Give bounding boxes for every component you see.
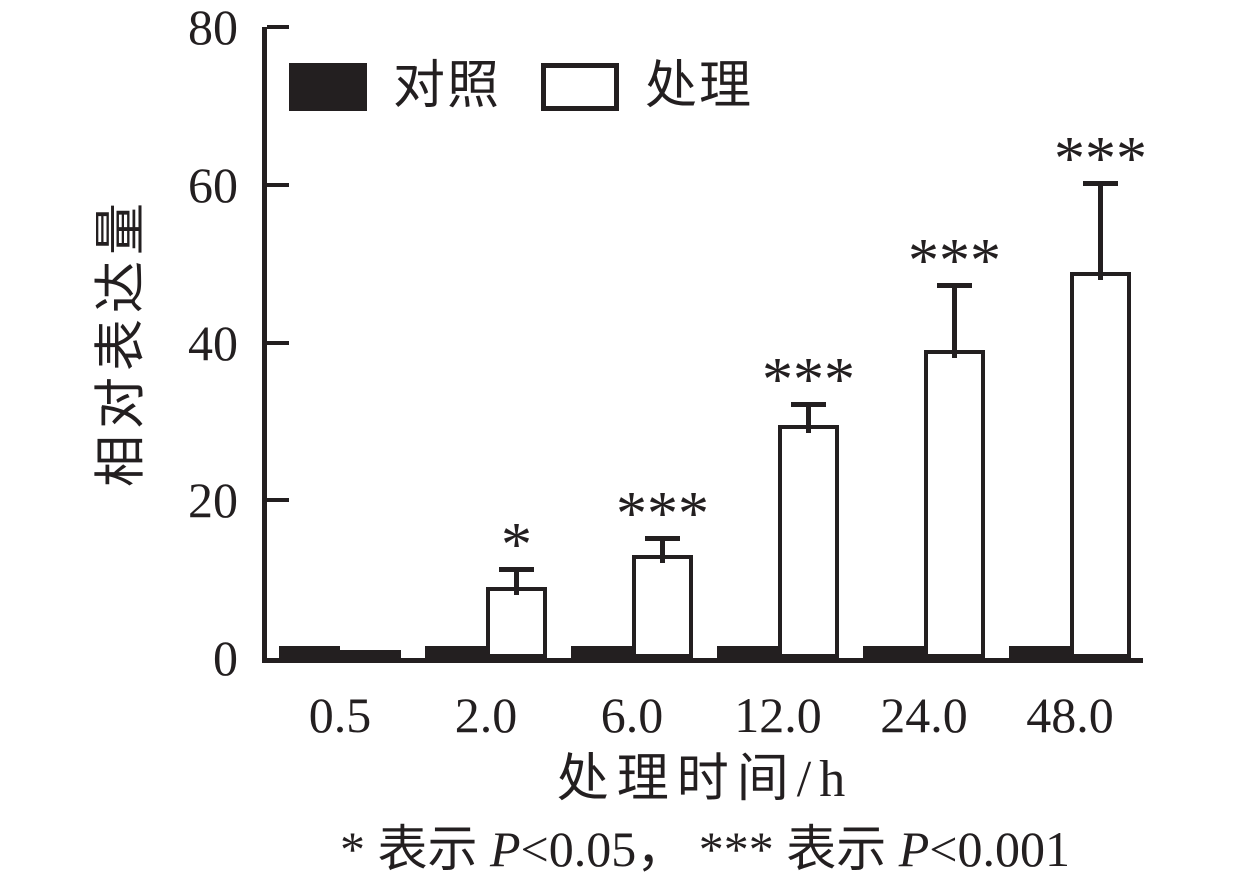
bar-pair-24.0: *** [863, 230, 1001, 658]
x-tick-label-24.0: 24.0 [880, 687, 968, 743]
bar-groups: * *** *** *** *** [267, 27, 1147, 658]
bar-treatment-column-6.0: *** [616, 483, 709, 658]
bar-treatment-12.0 [778, 425, 839, 658]
x-axis-title: 处理时间/h [556, 751, 854, 808]
error-bar-cap-6.0 [645, 536, 680, 541]
y-tick-80 [267, 25, 289, 29]
bar-treatment-column-48.0: *** [1054, 128, 1147, 658]
bar-pair-0.5 [279, 646, 401, 658]
bar-treatment-0.5 [340, 650, 401, 658]
bar-pair-48.0: *** [1009, 128, 1147, 658]
y-tick-60 [267, 183, 289, 187]
legend-swatch-control-icon [289, 63, 367, 111]
legend: 对照 处理 [289, 61, 753, 113]
error-bar-stem-2.0 [514, 571, 519, 595]
bar-treatment-column-2.0: * [486, 514, 547, 658]
error-bar-cap-48.0 [1083, 181, 1118, 186]
x-tick-label-2.0: 2.0 [454, 687, 518, 743]
bar-group-6.0: *** [559, 27, 709, 658]
bar-treatment-6.0 [632, 555, 693, 658]
plot-area: * *** *** *** *** 对照 处理 [262, 25, 1147, 663]
bar-group-24.0: *** [851, 27, 1001, 658]
error-bar-stem-24.0 [952, 287, 957, 358]
y-tick-label-0: 0 [213, 630, 238, 686]
footnote-segment-1: P [490, 821, 521, 877]
bar-group-12.0: *** [705, 27, 855, 658]
y-tick-label-80: 80 [188, 0, 238, 55]
bar-pair-12.0: *** [717, 349, 855, 658]
error-bar-stem-6.0 [660, 540, 665, 563]
footnote-segment-0: * 表示 [340, 821, 490, 877]
legend-swatch-treatment-icon [541, 63, 620, 111]
bar-control-2.0 [425, 646, 486, 658]
legend-entry-control: 对照 [289, 61, 501, 113]
bar-pair-6.0: *** [571, 483, 709, 658]
significance-marker-24.0: *** [908, 227, 1001, 295]
bar-group-0.5 [267, 27, 413, 658]
legend-entry-treatment: 处理 [541, 61, 753, 113]
error-bar-cap-24.0 [937, 283, 972, 288]
x-tick-label-0.5: 0.5 [308, 687, 372, 743]
bar-control-0.5 [279, 646, 340, 658]
y-tick-label-60: 60 [188, 157, 238, 213]
bar-treatment-column-12.0: *** [762, 349, 855, 658]
bar-group-2.0: * [413, 27, 559, 658]
error-bar-stem-12.0 [806, 406, 811, 433]
bar-pair-2.0: * [425, 514, 547, 658]
x-tick-label-6.0: 6.0 [600, 687, 664, 743]
footnote-segment-3: P [898, 821, 930, 877]
bar-control-24.0 [863, 646, 924, 658]
bar-treatment-column-24.0: *** [908, 230, 1001, 658]
significance-marker-12.0: *** [762, 346, 855, 414]
significance-marker-2.0: * [501, 511, 532, 579]
footnote-segment-4: <0.001 [929, 821, 1070, 877]
significance-marker-48.0: *** [1054, 125, 1147, 193]
bar-treatment-24.0 [924, 350, 985, 658]
x-tick-labels: 0.5 2.0 6.0 12.0 24.0 48.0 [267, 686, 1143, 744]
y-tick-40 [267, 341, 289, 345]
y-tick-label-20: 20 [188, 472, 238, 528]
error-bar-cap-12.0 [791, 402, 826, 407]
bar-treatment-48.0 [1070, 272, 1131, 658]
y-tick-20 [267, 498, 289, 502]
error-bar-stem-48.0 [1098, 185, 1103, 280]
bar-control-48.0 [1009, 646, 1070, 658]
legend-label-control: 对照 [393, 58, 502, 115]
significance-marker-6.0: *** [616, 480, 709, 548]
bar-control-6.0 [571, 646, 632, 658]
legend-label-treatment: 处理 [645, 58, 754, 115]
error-bar-cap-2.0 [499, 567, 534, 572]
bar-control-12.0 [717, 646, 778, 658]
bar-treatment-2.0 [486, 587, 547, 658]
footnote-segment-2: <0.05， *** 表示 [520, 821, 899, 877]
y-tick-label-40: 40 [188, 315, 238, 371]
x-tick-label-48.0: 48.0 [1026, 687, 1114, 743]
bar-treatment-column-0.5 [340, 650, 401, 658]
x-tick-label-12.0: 12.0 [734, 687, 822, 743]
bar-group-48.0: *** [997, 27, 1147, 658]
significance-footnote: * 表示 P<0.05， *** 表示 P<0.001 [160, 818, 1250, 880]
